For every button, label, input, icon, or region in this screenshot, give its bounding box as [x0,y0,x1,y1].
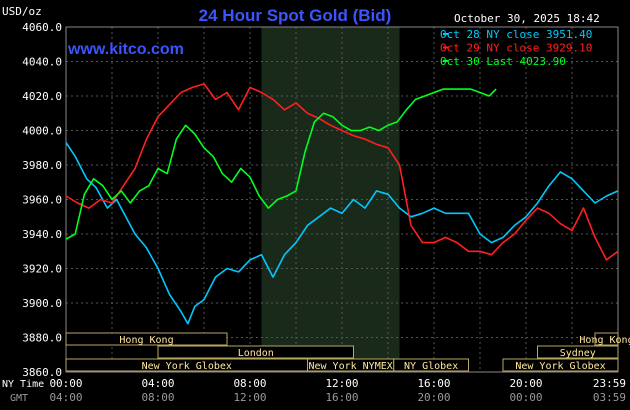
session-bar [537,345,619,359]
session-label: New York Globex [142,361,232,372]
y-axis-ticks: 4060.0 4040.0 4020.0 4000.0 3980.0 3960.0 3940… [22,21,62,379]
x-tick-label-gmt: 20:00 [417,391,450,404]
session-bar [502,358,619,372]
x-tick-label-ny: 08:00 [233,377,266,390]
y-tick-label: 3940.0 [22,228,62,241]
x-tick-label-gmt: 00:00 [509,391,542,404]
session-label: London [238,348,274,359]
legend-swatch [443,46,448,49]
market-sessions: Hong Kong Hong Kong London Sydney New York G… [65,332,630,372]
session-label: NY Globex [404,361,458,372]
series-line-3 [65,88,497,240]
x-tick-label-ny: 23:59 [593,377,626,390]
x-tick-label-ny: 00:00 [49,377,82,390]
legend-entry: Oct 30 Last 4023.90 [440,55,566,68]
y-tick-label: 3960.0 [22,194,62,207]
legend-swatch [443,33,448,35]
legend-swatch [443,60,448,62]
x-tick-label-ny: 04:00 [141,377,174,390]
session-bar [65,332,228,346]
y-axis-unit: USD/oz [2,5,42,18]
chart-title: 24 Hour Spot Gold (Bid) [199,6,392,25]
y-tick-label: 3860.0 [22,366,62,379]
legend-entry: Oct 29 NY close 3929.10 [440,42,592,55]
x-tick-label-gmt: 16:00 [325,391,358,404]
session-bar [157,345,354,359]
session-label: Hong Kong [119,335,173,346]
x-tick-label-ny: 12:00 [325,377,358,390]
series-lines [65,83,619,325]
y-tick-label: 3980.0 [22,159,62,172]
y-tick-label: 4060.0 [22,21,62,34]
y-tick-label: 3920.0 [22,263,62,276]
plot-border [65,26,619,373]
y-tick-label: 4040.0 [22,56,62,69]
grid-lines [65,26,619,373]
series-line-1 [65,142,619,325]
session-label: Hong Kong [579,335,630,346]
series-line-2 [65,83,619,261]
x-tick-label-gmt: 04:00 [49,391,82,404]
chart-date: October 30, 2025 18:42 [454,12,600,25]
session-bar [594,332,619,346]
site-watermark: www.kitco.com [67,41,184,58]
x-tick-label-gmt: 08:00 [141,391,174,404]
session-label: Sydney [560,348,596,359]
x-tick-label-gmt: 12:00 [233,391,266,404]
legend-entry: Oct 28 NY close 3951.40 [440,28,592,41]
y-tick-label: 3900.0 [22,297,62,310]
session-label: New York Globex [515,361,605,372]
gmt-label: GMT [10,393,28,404]
x-tick-label-gmt: 03:59 [593,391,626,404]
ny-time-label: NY Time [2,379,44,390]
x-tick-label-ny: 16:00 [417,377,450,390]
y-tick-label: 4020.0 [22,90,62,103]
session-bar [393,358,469,372]
x-axis-ticks: 00:00 04:00 08:00 12:00 16:00 20:00 23:5904:00… [49,377,626,404]
x-tick-label-ny: 20:00 [509,377,542,390]
session-label: New York NYMEX [308,361,392,372]
y-tick-label: 3880.0 [22,332,62,345]
y-tick-label: 4000.0 [22,125,62,138]
